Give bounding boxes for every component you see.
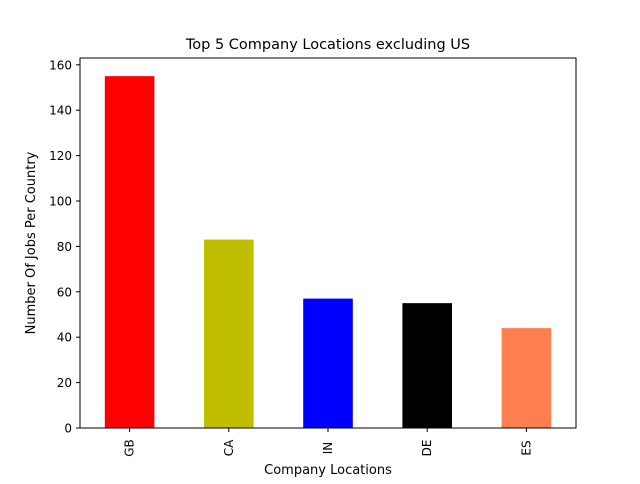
bar-in	[303, 298, 353, 428]
bars-group	[104, 76, 552, 428]
y-tick-label-40: 40	[57, 331, 72, 345]
x-axis-label: Company Locations	[264, 463, 392, 478]
x-tick-label-gb: GB	[123, 439, 137, 457]
x-tick-label-es: ES	[519, 440, 533, 455]
chart-title: Top 5 Company Locations excluding US	[185, 37, 470, 53]
y-axis-label: Number Of Jobs Per Country	[24, 151, 39, 334]
y-tick-label-80: 80	[57, 240, 72, 254]
bar-gb	[104, 76, 155, 428]
x-tick-label-in: IN	[321, 442, 335, 455]
bar-de	[402, 303, 452, 428]
y-axis: 0 20 40 60 80 100 120 140 160	[49, 58, 80, 436]
y-tick-label-120: 120	[49, 149, 72, 163]
y-tick-label-140: 140	[49, 104, 72, 118]
y-tick-label-100: 100	[49, 195, 72, 209]
x-tick-label-ca: CA	[222, 439, 236, 456]
x-tick-label-de: DE	[420, 440, 434, 457]
y-tick-label-0: 0	[64, 422, 72, 436]
y-tick-label-20: 20	[57, 376, 72, 390]
y-tick-label-160: 160	[49, 58, 72, 72]
x-axis: GB CA IN DE ES	[123, 428, 533, 457]
plot-frame	[79, 57, 577, 429]
bar-ca	[204, 239, 254, 428]
y-tick-label-60: 60	[57, 285, 72, 299]
bar-es	[501, 328, 552, 428]
